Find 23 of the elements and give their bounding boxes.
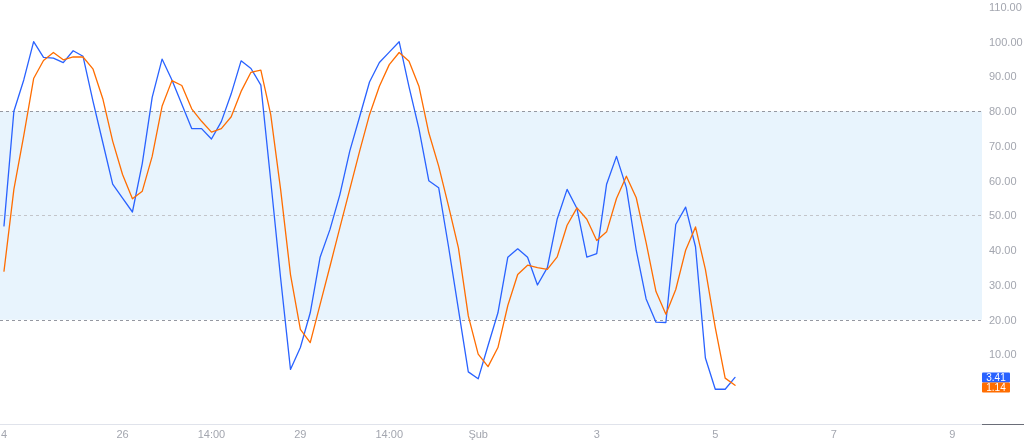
y-tick-label: 100.00: [989, 35, 1023, 48]
x-tick-label: 29: [294, 428, 307, 440]
y-tick-label: 70.00: [989, 139, 1017, 152]
x-tick-label: 26: [116, 428, 129, 440]
x-tick-label: 7: [830, 428, 837, 440]
y-tick-label: 80.00: [989, 105, 1017, 118]
y-tick-label: 20.00: [989, 313, 1017, 326]
x-tick-label: 9: [949, 428, 956, 440]
y-tick-label: 90.00: [989, 70, 1017, 83]
y-tick-label: 50.00: [989, 209, 1017, 222]
x-tick-label: 14:00: [375, 428, 404, 440]
y-tick-label: 30.00: [989, 278, 1017, 291]
y-tick-label: 60.00: [989, 174, 1017, 187]
y-tick-label: 110.00: [989, 0, 1022, 13]
x-tick-label: 5: [712, 428, 719, 440]
annotation: 3.41: [986, 372, 1007, 384]
y-tick-label: 40.00: [989, 244, 1017, 257]
x-tick-label: Şub: [468, 428, 488, 440]
x-tick-label: 14:00: [197, 428, 226, 440]
x-tick-label: 3: [593, 428, 600, 440]
y-tick-label: 10.00: [989, 348, 1017, 361]
annotation: 1.14: [986, 382, 1007, 394]
x-tick-label: 4: [0, 428, 8, 440]
